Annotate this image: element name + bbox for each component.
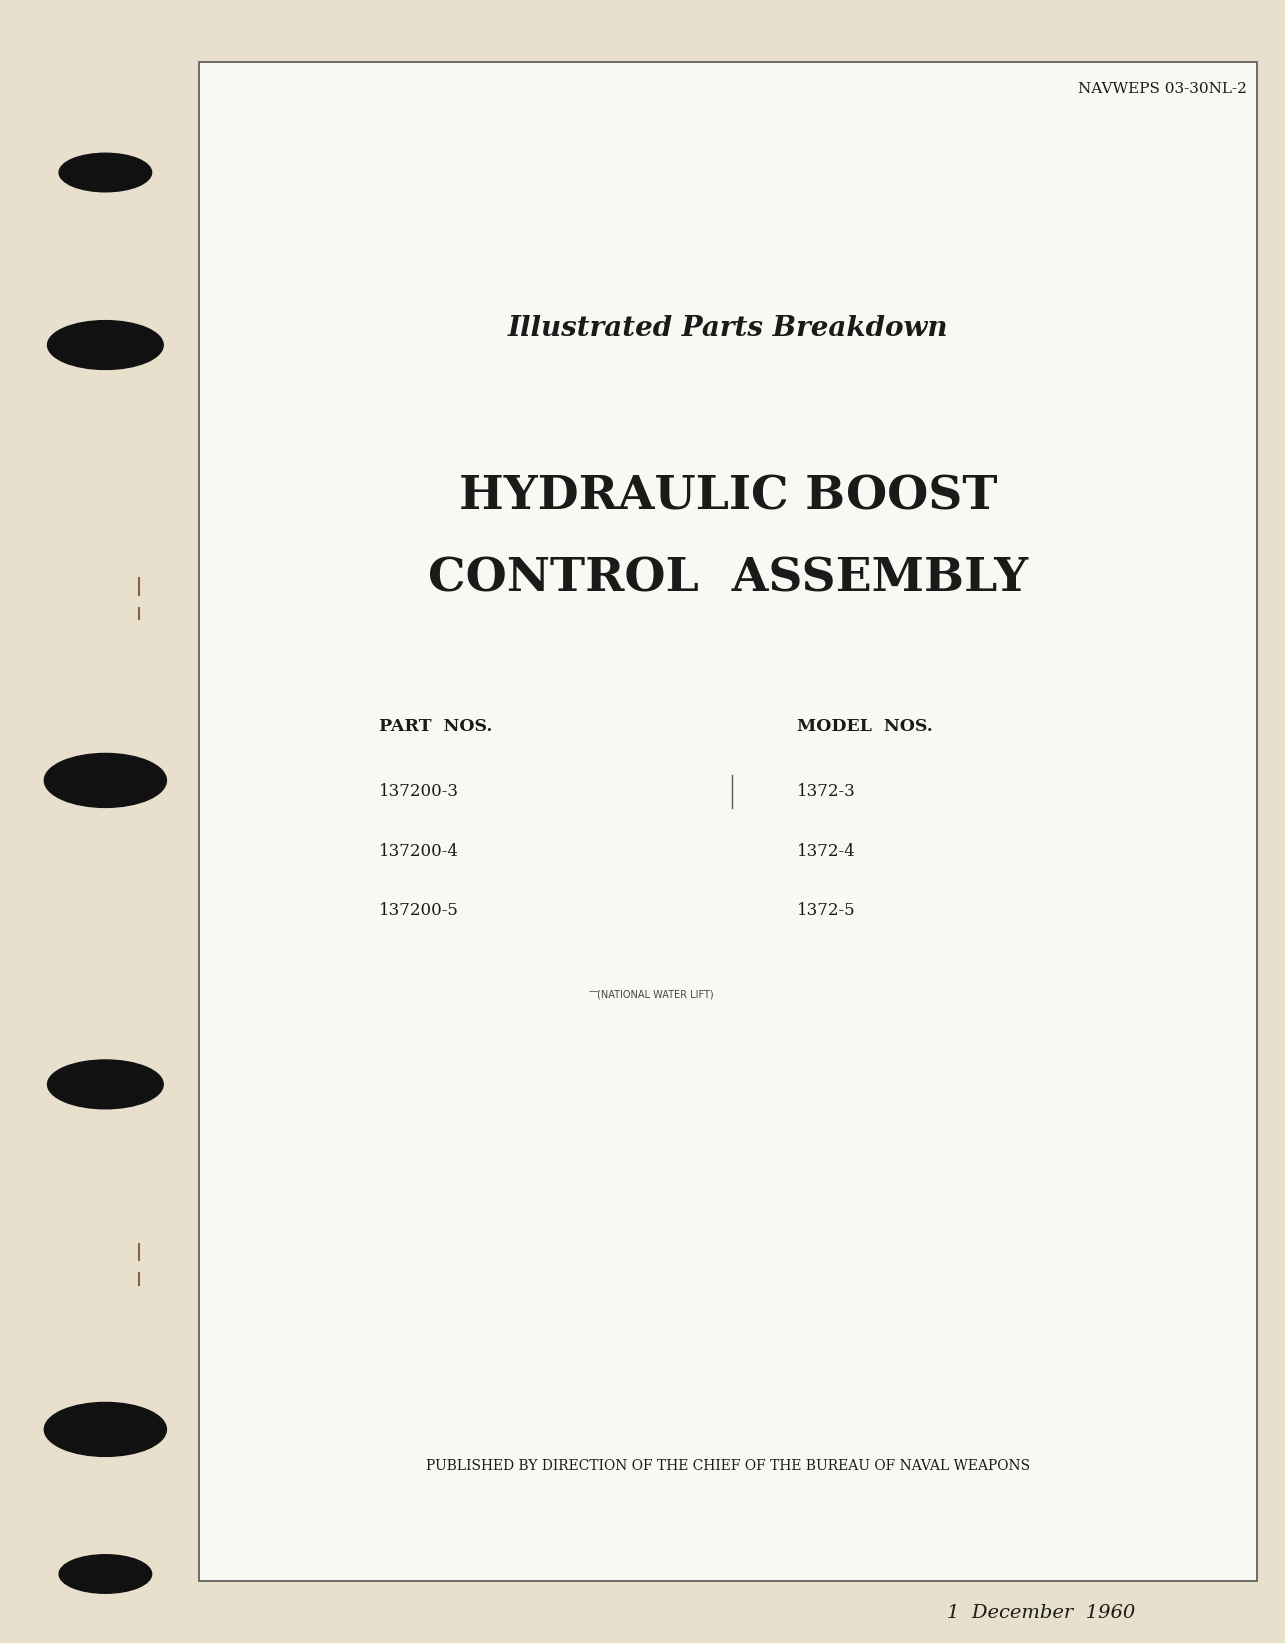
Ellipse shape (48, 1060, 163, 1109)
Text: NAVWEPS 03-30NL-2: NAVWEPS 03-30NL-2 (1078, 82, 1246, 97)
Ellipse shape (48, 320, 163, 370)
Text: 1372-3: 1372-3 (797, 784, 856, 800)
Text: MODEL  NOS.: MODEL NOS. (797, 718, 933, 734)
Ellipse shape (59, 153, 152, 192)
Text: HYDRAULIC BOOST: HYDRAULIC BOOST (459, 473, 997, 519)
Ellipse shape (44, 754, 167, 807)
Text: 137200-5: 137200-5 (379, 902, 459, 918)
Text: (NATIONAL WATER LIFT): (NATIONAL WATER LIFT) (598, 989, 713, 999)
Text: 1372-5: 1372-5 (797, 902, 856, 918)
Text: CONTROL  ASSEMBLY: CONTROL ASSEMBLY (428, 555, 1028, 601)
Text: Illustrated Parts Breakdown: Illustrated Parts Breakdown (508, 315, 948, 342)
Text: 137200-4: 137200-4 (379, 843, 459, 859)
Text: 1  December  1960: 1 December 1960 (947, 1605, 1135, 1622)
Text: PUBLISHED BY DIRECTION OF THE CHIEF OF THE BUREAU OF NAVAL WEAPONS: PUBLISHED BY DIRECTION OF THE CHIEF OF T… (425, 1459, 1031, 1472)
Text: 1372-4: 1372-4 (797, 843, 856, 859)
Text: PART  NOS.: PART NOS. (379, 718, 492, 734)
Ellipse shape (59, 1554, 152, 1594)
Ellipse shape (44, 1403, 167, 1456)
Text: 137200-3: 137200-3 (379, 784, 459, 800)
Text: —: — (589, 986, 599, 996)
Bar (199, 62, 1257, 1581)
